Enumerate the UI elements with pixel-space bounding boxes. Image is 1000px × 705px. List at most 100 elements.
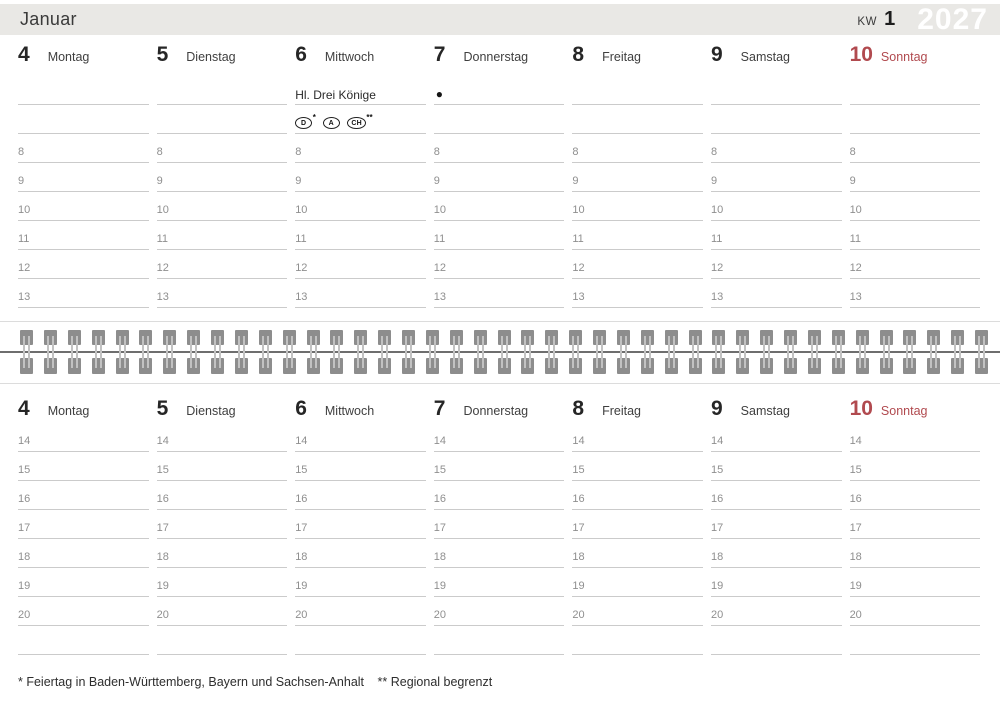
binding-loop-wire	[433, 336, 436, 368]
binding-loop-top-block	[91, 330, 105, 345]
day-column-bottom-mittwoch: 6 Mittwoch 14 15 16 17 18 19 20	[295, 398, 426, 655]
week-bottom-section: 4 Montag 14 15 16 17 18 19 20 5 Dienstag 14 15 16 17 18…	[18, 398, 981, 655]
binding-loop	[497, 330, 511, 374]
binding-loop-bottom-block	[521, 358, 535, 374]
country-badge-a-icon: A	[322, 117, 341, 129]
hour-label: 9	[295, 175, 302, 187]
hour-label: 13	[849, 291, 862, 303]
hour-label: 20	[433, 609, 447, 621]
hour-row: 14	[572, 423, 703, 452]
hour-row: 19	[18, 568, 149, 597]
binding-loop-top-block	[211, 330, 224, 345]
hour-label: 18	[572, 551, 585, 563]
binding-loop-wire	[983, 336, 985, 368]
hour-row: 16	[433, 481, 565, 510]
binding-loop	[282, 330, 296, 374]
hour-label: 10	[295, 204, 308, 216]
hour-label: 18	[156, 551, 169, 563]
day-number: 8	[572, 43, 585, 66]
hour-row: 14	[18, 423, 149, 452]
binding-loop-wire	[190, 336, 193, 368]
hour-row: 18	[572, 539, 703, 568]
hour-row: 9	[295, 163, 426, 192]
hour-row: 10	[295, 192, 426, 221]
hour-label: 10	[572, 204, 585, 216]
binding-loop	[855, 330, 869, 374]
day-number: 6	[295, 397, 307, 420]
hour-row: 8	[849, 134, 981, 163]
hour-label: 8	[18, 146, 25, 158]
binding-loop-bottom-block	[425, 358, 439, 374]
country-icons-row	[433, 105, 565, 134]
hour-label: 19	[433, 580, 447, 592]
hour-label: 11	[710, 233, 723, 245]
binding-loop-top-block	[807, 330, 821, 345]
binding-loop-top-block	[831, 330, 845, 345]
binding-loop-bottom-block	[163, 358, 177, 374]
binding-loop-top-block	[879, 330, 893, 345]
footnote-regional-holiday: * Feiertag in Baden-Württemberg, Bayern …	[18, 675, 365, 689]
hour-label: 17	[156, 522, 169, 534]
day-number: 9	[710, 397, 723, 420]
day-header: 7 Donnerstag	[434, 398, 565, 423]
binding-loop-top-block	[951, 330, 965, 345]
binding-loops	[20, 330, 988, 374]
page-edge-top	[0, 321, 1000, 322]
day-number: 9	[710, 43, 723, 66]
hour-label: 10	[18, 204, 31, 216]
binding-loop-bottom-block	[306, 358, 320, 374]
binding-loop-wire	[954, 336, 957, 368]
hour-label: 18	[849, 551, 862, 563]
binding-loop	[545, 330, 559, 374]
hour-label: 18	[295, 551, 308, 563]
binding-loop	[306, 330, 320, 374]
binding-loop-top-block	[402, 330, 415, 345]
hour-row: 13	[710, 279, 842, 308]
hour-row: 8	[295, 134, 426, 163]
hour-row: 9	[18, 163, 149, 192]
binding-loop-wire	[285, 336, 288, 368]
hour-row: 8	[710, 134, 842, 163]
binding-loop-wire	[357, 336, 360, 368]
binding-loop-wire	[691, 336, 694, 368]
binding-loop-bottom-block	[402, 358, 415, 374]
hour-label: 14	[295, 435, 308, 447]
binding-loop-bottom-block	[903, 358, 917, 374]
binding-loop-wire	[935, 336, 938, 368]
day-header: 9 Samstag	[711, 398, 842, 423]
day-name: Samstag	[740, 50, 790, 64]
hour-label: 16	[18, 493, 31, 505]
hour-label: 11	[572, 233, 584, 245]
binding-loop	[354, 330, 368, 374]
hour-row: 20	[156, 597, 288, 626]
hour-label: 12	[433, 262, 447, 274]
binding-loop-bottom-block	[784, 358, 797, 374]
binding-loop	[951, 330, 965, 374]
hour-label: 11	[849, 233, 861, 245]
binding-loop-top-block	[378, 330, 392, 345]
hour-row: 13	[156, 279, 288, 308]
hour-row: 17	[710, 510, 842, 539]
hour-label: 18	[18, 551, 31, 563]
hour-label: 9	[18, 175, 25, 187]
binding-loop	[640, 330, 654, 374]
week-label: KW	[857, 16, 878, 28]
binding-loop-top-block	[521, 330, 535, 345]
hour-label: 13	[295, 291, 308, 303]
binding-loop-wire	[863, 336, 866, 368]
binding-loop-top-block	[139, 330, 153, 345]
day-header: 10 Sonntag	[850, 398, 981, 423]
binding-loop-wire	[142, 336, 145, 368]
hour-label: 8	[849, 146, 856, 158]
badge-asterisk: **	[366, 113, 373, 122]
hour-row: 16	[18, 481, 149, 510]
hour-row: 13	[295, 279, 426, 308]
binding-loop-bottom-block	[569, 358, 583, 374]
hour-label: 8	[433, 146, 440, 158]
day-name: Sonntag	[880, 404, 928, 418]
year-label: 2027	[917, 3, 988, 36]
note-row	[710, 78, 842, 105]
hour-row: 15	[18, 452, 149, 481]
hour-label: 9	[433, 175, 440, 187]
